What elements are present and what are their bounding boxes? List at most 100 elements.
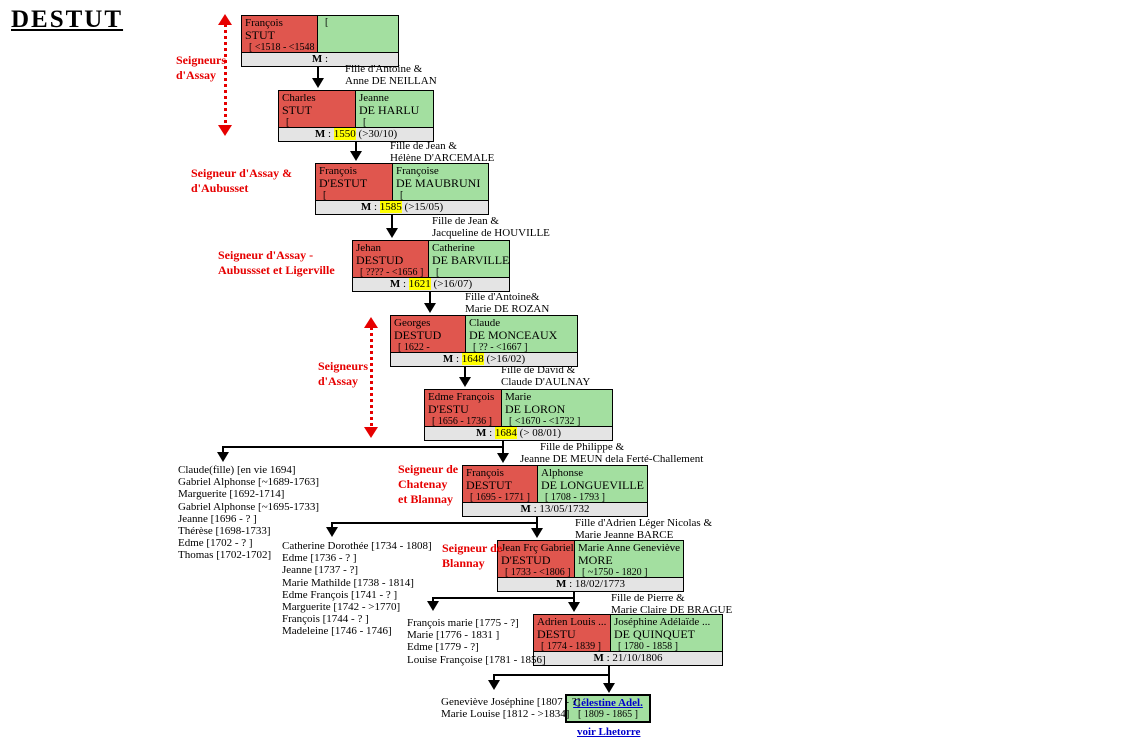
connector-line — [573, 592, 575, 599]
marriage-label: M — [442, 353, 454, 365]
marriage-details: (>15/05) — [401, 201, 444, 213]
husband-surname: D'ESTUD — [501, 553, 551, 567]
couple-box: Jean Frç Gabriel D'ESTUD[ 1733 - <1806 ] M… — [497, 540, 684, 592]
marriage-separator: : — [486, 427, 495, 439]
couple-box: Charles STUT[Jeanne DE HARLU[M : 1550 (>30… — [278, 90, 434, 142]
spouse-parents-note: Fille de Jean & Jacqueline de HOUVILLE — [432, 215, 550, 239]
couple-box: François D'ESTUT[Françoise DE MAUBRUNI[M :… — [315, 163, 489, 215]
wife-dates: [ — [325, 17, 329, 28]
husband-first-name: Charles — [282, 92, 316, 104]
husband-cell: Edme François D'ESTU[ 1656 - 1736 ] — [425, 390, 502, 426]
marriage-details: 18/02/1773 — [574, 578, 626, 590]
connector-line — [432, 597, 575, 599]
couple-box: Jehan DESTUD[ ???? - <1656 ] Catherine DE B… — [352, 240, 510, 292]
husband-cell: Adrien Louis ... DESTU[ 1774 - 1839 ] — [534, 615, 611, 651]
note-line: Fille de Jean & — [390, 140, 457, 152]
marriage-bar: M : 1684 (> 08/01) — [425, 427, 612, 440]
marriage-bar: M : 1550 (>30/10) — [279, 128, 433, 141]
husband-dates: [ 1733 - <1806 ] — [505, 567, 571, 577]
children-list: Catherine Dorothée [1734 - 1808] Edme [17… — [282, 540, 432, 638]
marriage-year: 1550 — [333, 128, 356, 140]
child-item: Edme [1736 - ? ] — [282, 552, 357, 565]
wife-dates: [ 1780 - 1858 ] — [618, 641, 678, 651]
wife-dates: [ ~1750 - 1820 ] — [582, 567, 648, 577]
husband-surname: DESTUD — [356, 253, 404, 267]
note-line: Claude D'AULNAY — [501, 376, 591, 388]
note-line: Fille de David & — [501, 364, 576, 376]
child-item: François [1744 - ? ] — [282, 613, 369, 626]
marriage-label: M — [389, 278, 401, 290]
couple-box: Georges DESTUD[ 1622 - Claude DE MONCEAUX[ … — [390, 315, 578, 367]
marriage-label: M — [314, 128, 326, 140]
couple-box: François STUT[ <1518 - <1548 ] [M : — [241, 15, 399, 67]
couple-names: Charles STUT[Jeanne DE HARLU[ — [279, 91, 433, 128]
husband-cell: François DESTUT[ 1695 - 1771 ] — [463, 466, 538, 502]
page-title: DESTUT — [11, 6, 124, 33]
note-line: Anne DE NEILLAN — [345, 75, 437, 87]
seigneury-label: Seigneur d'Assay - Aubussset et Ligervill… — [218, 248, 335, 278]
marriage-year: 1648 — [461, 353, 484, 365]
husband-dates: [ — [286, 117, 290, 127]
marriage-label: M — [360, 201, 372, 213]
arrowhead-down-icon — [350, 151, 362, 161]
child-item: Edme François [1741 - ? ] — [282, 588, 398, 601]
connector-line — [331, 522, 538, 524]
child-item: Madeleine [1746 - 1746] — [282, 625, 392, 638]
wife-first-name: Joséphine Adélaïde ... — [614, 616, 711, 628]
husband-surname: STUT — [282, 103, 312, 117]
connector-line — [493, 675, 495, 682]
husband-dates: [ 1622 - — [398, 342, 430, 352]
husband-dates: [ 1774 - 1839 ] — [541, 641, 601, 651]
wife-cell: Françoise DE MAUBRUNI[ — [393, 164, 488, 200]
marriage-bar: M : 1621 (>16/07) — [353, 278, 509, 291]
timeline-dotted-line — [370, 327, 373, 427]
wife-dates: [ — [436, 267, 440, 277]
child-item: Catherine Dorothée [1734 - 1808] — [282, 540, 432, 552]
connector-line — [502, 441, 504, 448]
celestine-link[interactable]: Célestine Adel. — [573, 697, 643, 709]
children-list: Claude(fille) [en vie 1694] Gabriel Alpho… — [178, 464, 319, 562]
child-item: Thérèse [1698-1733] — [178, 525, 271, 538]
wife-first-name: Claude — [469, 317, 501, 329]
final-person-box: Célestine Adel. [ 1809 - 1865 ] — [565, 694, 651, 723]
marriage-details: (>16/07) — [430, 278, 473, 290]
voir-lhetorre-link[interactable]: voir Lhetorre — [577, 726, 641, 738]
couple-names: Jehan DESTUD[ ???? - <1656 ] Catherine DE B… — [353, 241, 509, 278]
couple-box: François DESTUT[ 1695 - 1771 ] Alphonse DE … — [462, 465, 648, 517]
arrowhead-down-icon — [326, 527, 338, 537]
child-item: Jeanne [1696 - ? ] — [178, 512, 257, 525]
marriage-bar: M : 21/10/1806 — [534, 652, 722, 665]
wife-cell: Joséphine Adélaïde ... DE QUINQUET[ 1780 … — [611, 615, 722, 651]
arrowhead-down-icon — [386, 228, 398, 238]
marriage-separator: : — [371, 201, 380, 213]
wife-cell: Marie DE LORON[ <1670 - <1732 ] — [502, 390, 612, 426]
spouse-parents-note: Fille de Philippe & Jeanne DE MEUN dela F… — [520, 441, 703, 465]
seigneury-label-line: d'Assay — [176, 68, 217, 82]
wife-cell: Marie Anne Geneviève MORE[ ~1750 - 1820 ] — [575, 541, 683, 577]
connector-line — [536, 523, 538, 530]
connector-line — [432, 598, 434, 603]
final-person-dates: [ 1809 - 1865 ] — [578, 709, 638, 720]
child-item: Edme [1702 - ? ] — [178, 537, 253, 550]
child-item: Thomas [1702-1702] — [178, 549, 272, 562]
marriage-label: M — [475, 427, 487, 439]
couple-box: Edme François D'ESTU[ 1656 - 1736 ] Marie D… — [424, 389, 613, 441]
arrowhead-down-icon — [459, 377, 471, 387]
husband-first-name: Edme François — [428, 391, 495, 403]
connector-line — [573, 598, 575, 604]
arrowhead-down-icon — [568, 602, 580, 612]
wife-dates: [ <1670 - <1732 ] — [509, 416, 581, 426]
seigneury-label: Seigneurs d'Assay — [318, 359, 368, 389]
marriage-separator: : — [566, 578, 575, 590]
wife-dates: [ 1708 - 1793 ] — [545, 492, 605, 502]
husband-cell: Jehan DESTUD[ ???? - <1656 ] — [353, 241, 429, 277]
seigneury-label-line: Seigneur de — [398, 462, 459, 476]
seigneury-label-line: et Blannay — [398, 492, 454, 506]
timeline-dotted-line — [224, 24, 227, 125]
husband-first-name: François — [466, 467, 504, 479]
wife-dates: [ — [400, 190, 404, 200]
husband-first-name: François — [245, 17, 283, 29]
connector-line — [464, 367, 466, 379]
wife-surname: MORE — [578, 553, 613, 567]
marriage-details: (> 08/01) — [516, 427, 562, 439]
